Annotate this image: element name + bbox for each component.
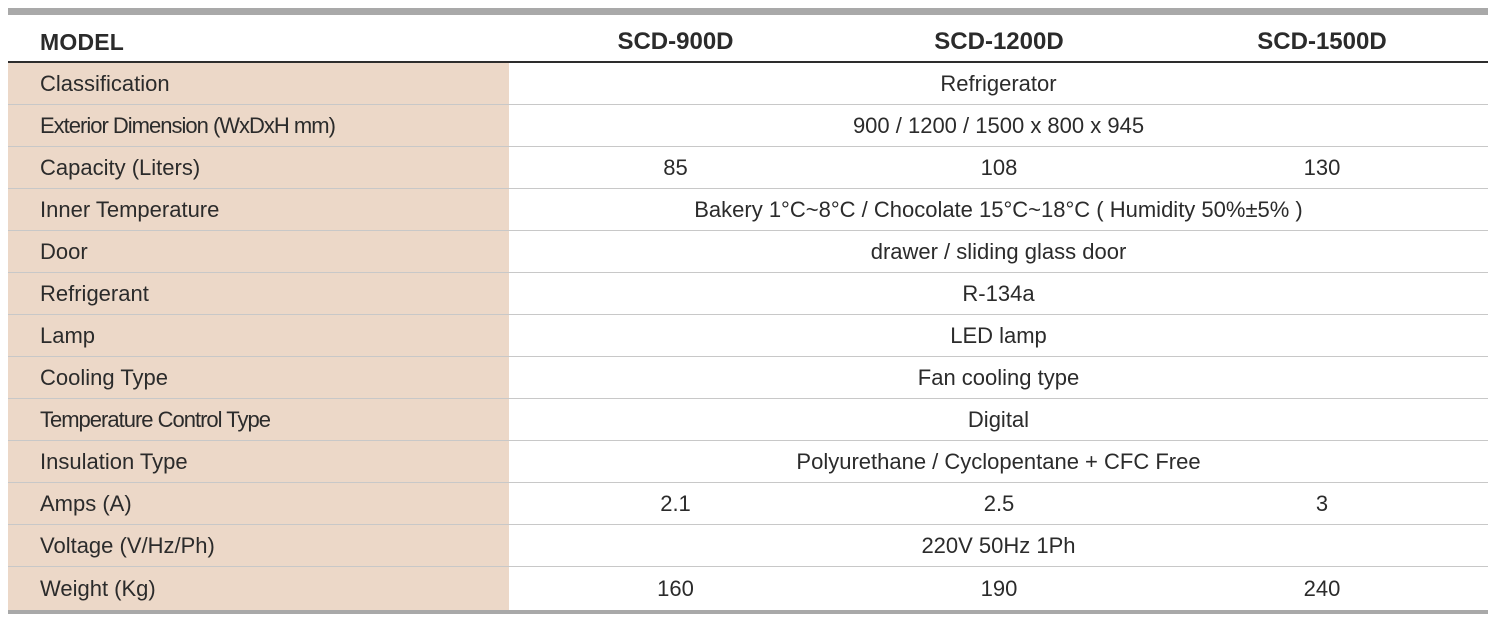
row-insulation-type: Insulation Type Polyurethane / Cyclopent… xyxy=(8,441,1488,483)
row-label: Classification xyxy=(8,63,509,104)
row-label: Inner Temperature xyxy=(8,189,509,230)
row-label: Weight (Kg) xyxy=(8,567,509,610)
row-refrigerant: Refrigerant R-134a xyxy=(8,273,1488,315)
bottom-rule xyxy=(8,610,1488,614)
row-value: Bakery 1°C~8°C / Chocolate 15°C~18°C ( H… xyxy=(694,196,1303,222)
row-value: Digital xyxy=(967,406,1030,432)
value-scd-1200d: 2.5 xyxy=(983,490,1015,516)
row-label: Temperature Control Type xyxy=(8,399,509,440)
value-scd-900d: 160 xyxy=(657,575,694,601)
row-value: 900 / 1200 / 1500 x 800 x 945 xyxy=(852,112,1145,138)
row-temperature-control-type: Temperature Control Type Digital xyxy=(8,399,1488,441)
row-label: Cooling Type xyxy=(8,357,509,398)
row-label: Refrigerant xyxy=(8,273,509,314)
value-scd-1200d: 190 xyxy=(980,575,1018,601)
row-label: Exterior Dimension (WxDxH mm) xyxy=(8,105,509,146)
value-scd-1500d: 240 xyxy=(1303,575,1341,601)
row-value: drawer / sliding glass door xyxy=(870,238,1127,264)
row-label: Lamp xyxy=(8,315,509,356)
row-exterior-dimension: Exterior Dimension (WxDxH mm) 900 / 1200… xyxy=(8,105,1488,147)
model-header-scd-1500d: SCD-1500D xyxy=(1257,28,1387,55)
value-scd-900d: 2.1 xyxy=(660,490,691,516)
row-amps: Amps (A) 2.1 2.5 3 xyxy=(8,483,1488,525)
row-door: Door drawer / sliding glass door xyxy=(8,231,1488,273)
row-value: Polyurethane / Cyclopentane + CFC Free xyxy=(796,448,1201,474)
value-scd-1200d: 108 xyxy=(980,154,1018,180)
row-label: Amps (A) xyxy=(8,483,509,524)
model-header-scd-900d: SCD-900D xyxy=(617,28,734,55)
header-row: MODEL SCD-900D SCD-1200D SCD-1500D xyxy=(8,23,1488,63)
row-cooling-type: Cooling Type Fan cooling type xyxy=(8,357,1488,399)
value-scd-1500d: 130 xyxy=(1303,154,1341,180)
model-header-label: MODEL xyxy=(40,29,125,55)
model-header-scd-1200d: SCD-1200D xyxy=(934,28,1064,55)
row-voltage: Voltage (V/Hz/Ph) 220V 50Hz 1Ph xyxy=(8,525,1488,567)
top-rule xyxy=(8,8,1488,15)
row-label: Voltage (V/Hz/Ph) xyxy=(8,525,509,566)
row-classification: Classification Refrigerator xyxy=(8,63,1488,105)
spec-table: MODEL SCD-900D SCD-1200D SCD-1500D Class… xyxy=(8,23,1488,610)
row-value: R-134a xyxy=(962,280,1035,306)
row-value: Fan cooling type xyxy=(917,364,1080,390)
value-scd-900d: 85 xyxy=(663,154,688,180)
row-label: Capacity (Liters) xyxy=(8,147,509,188)
row-label: Insulation Type xyxy=(8,441,509,482)
value-scd-1500d: 3 xyxy=(1315,490,1329,516)
row-value: 220V 50Hz 1Ph xyxy=(921,532,1076,558)
row-value: Refrigerator xyxy=(940,70,1057,96)
row-label: Door xyxy=(8,231,509,272)
row-value: LED lamp xyxy=(950,322,1047,348)
row-capacity: Capacity (Liters) 85 108 130 xyxy=(8,147,1488,189)
row-lamp: Lamp LED lamp xyxy=(8,315,1488,357)
row-inner-temperature: Inner Temperature Bakery 1°C~8°C / Choco… xyxy=(8,189,1488,231)
row-weight: Weight (Kg) 160 190 240 xyxy=(8,567,1488,610)
